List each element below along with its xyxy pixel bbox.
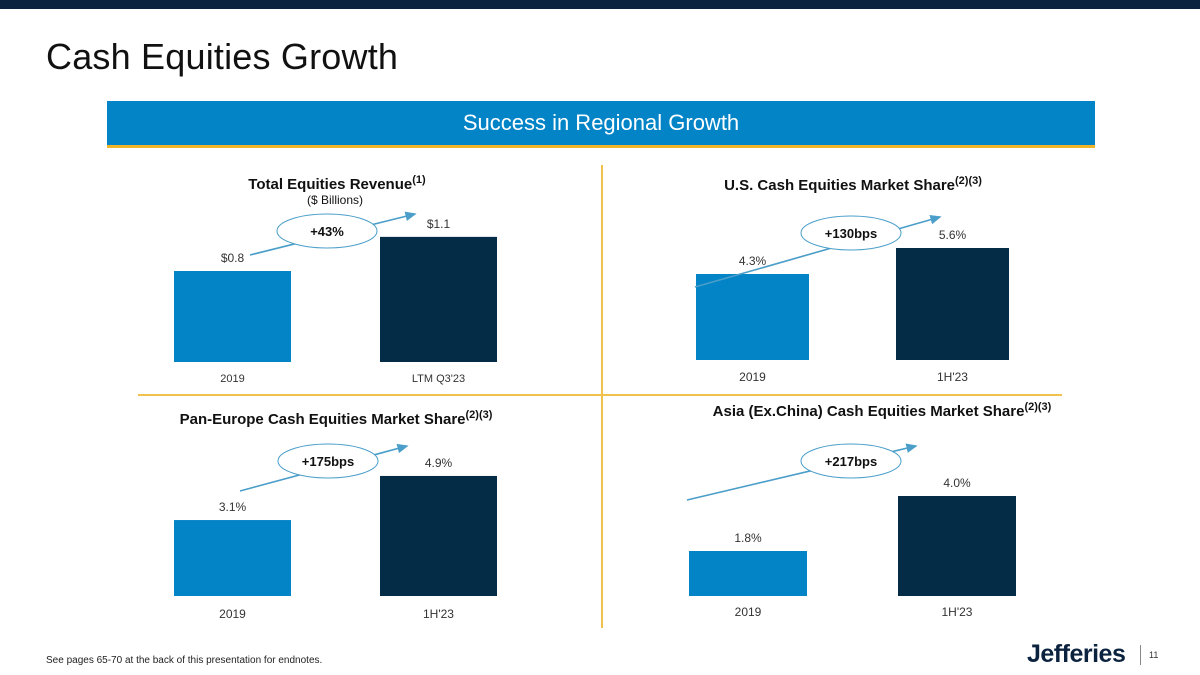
logo-separator <box>1140 645 1141 665</box>
page-title: Cash Equities Growth <box>46 36 399 77</box>
category-label: 2019 <box>219 607 246 621</box>
growth-label: +43% <box>310 224 344 239</box>
chart-title-superscript: (2)(3) <box>955 175 982 187</box>
value-label: 4.9% <box>425 456 453 470</box>
value-label: $1.1 <box>427 217 451 231</box>
chart-title: U.S. Cash Equities Market Share(2)(3) <box>724 175 982 194</box>
growth-ellipse <box>276 213 378 249</box>
bar-start <box>689 551 807 596</box>
category-label: 2019 <box>739 370 766 384</box>
bar-latest <box>898 496 1016 596</box>
value-label: 1.8% <box>734 531 762 545</box>
bar-latest <box>896 248 1009 360</box>
category-label: 1H'23 <box>423 607 454 621</box>
growth-label: +130bps <box>825 226 877 241</box>
category-label: LTM Q3'23 <box>412 373 465 385</box>
chart-title-text: Total Equities Revenue <box>248 176 412 193</box>
value-label: 3.1% <box>219 500 247 514</box>
chart-subtitle: ($ Billions) <box>307 193 363 207</box>
category-label: 1H'23 <box>937 370 968 384</box>
chart-title: Pan-Europe Cash Equities Market Share(2)… <box>180 409 493 428</box>
growth-ellipse <box>800 443 902 479</box>
horizontal-divider <box>138 394 1062 396</box>
chart-title-text: Asia (Ex.China) Cash Equities Market Sha… <box>713 403 1025 420</box>
value-label: 4.0% <box>943 476 971 490</box>
footnote: See pages 65-70 at the back of this pres… <box>46 655 323 666</box>
chart-title-superscript: (1) <box>412 174 426 186</box>
section-banner: Success in Regional Growth <box>107 101 1095 148</box>
chart-title: Asia (Ex.China) Cash Equities Market Sha… <box>713 401 1052 420</box>
bar-latest <box>380 475 497 596</box>
growth-label: +217bps <box>825 454 877 469</box>
value-label: $0.8 <box>221 251 245 265</box>
bar-start <box>174 271 291 362</box>
jefferies-logo: Jefferies <box>1027 640 1126 668</box>
category-label: 2019 <box>735 605 762 619</box>
page-number: 11 <box>1149 650 1159 660</box>
growth-label: +175bps <box>302 454 354 469</box>
growth-ellipse <box>277 443 379 479</box>
top-accent-bar <box>0 0 1200 9</box>
bar-latest <box>380 236 497 362</box>
value-label: 5.6% <box>939 228 967 242</box>
chart-title: Total Equities Revenue(1) <box>248 174 426 193</box>
chart-title-superscript: (2)(3) <box>1024 401 1051 413</box>
category-label: 2019 <box>220 373 244 385</box>
chart-title-superscript: (2)(3) <box>466 409 493 421</box>
category-label: 1H'23 <box>942 605 973 619</box>
growth-ellipse <box>800 215 902 251</box>
bar-start <box>696 274 809 360</box>
chart-title-text: Pan-Europe Cash Equities Market Share <box>180 411 466 428</box>
bar-start <box>174 520 291 596</box>
vertical-divider <box>601 165 603 628</box>
chart-title-text: U.S. Cash Equities Market Share <box>724 177 955 194</box>
value-label: 4.3% <box>739 254 767 268</box>
